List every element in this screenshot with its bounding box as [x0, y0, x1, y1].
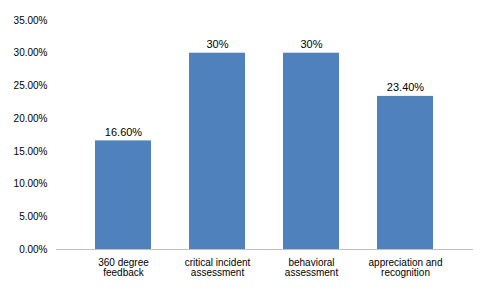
svg-text:16.60%: 16.60% — [105, 126, 143, 138]
svg-text:20.00%: 20.00% — [14, 113, 48, 124]
svg-text:30.00%: 30.00% — [14, 47, 48, 58]
svg-text:10.00%: 10.00% — [14, 178, 48, 189]
svg-text:360 degreefeedback: 360 degreefeedback — [98, 257, 149, 278]
svg-text:30%: 30% — [300, 38, 322, 50]
svg-text:behavioralassessment: behavioralassessment — [285, 257, 339, 278]
svg-text:23.40%: 23.40% — [387, 81, 425, 93]
svg-text:5.00%: 5.00% — [19, 211, 47, 222]
svg-text:30%: 30% — [206, 38, 228, 50]
svg-text:critical incidentassessment: critical incidentassessment — [185, 257, 251, 278]
svg-text:25.00%: 25.00% — [14, 80, 48, 91]
svg-text:appreciation andrecognition: appreciation andrecognition — [369, 257, 443, 278]
svg-text:35.00%: 35.00% — [14, 15, 48, 26]
svg-text:0.00%: 0.00% — [19, 244, 47, 255]
svg-text:15.00%: 15.00% — [14, 146, 48, 157]
